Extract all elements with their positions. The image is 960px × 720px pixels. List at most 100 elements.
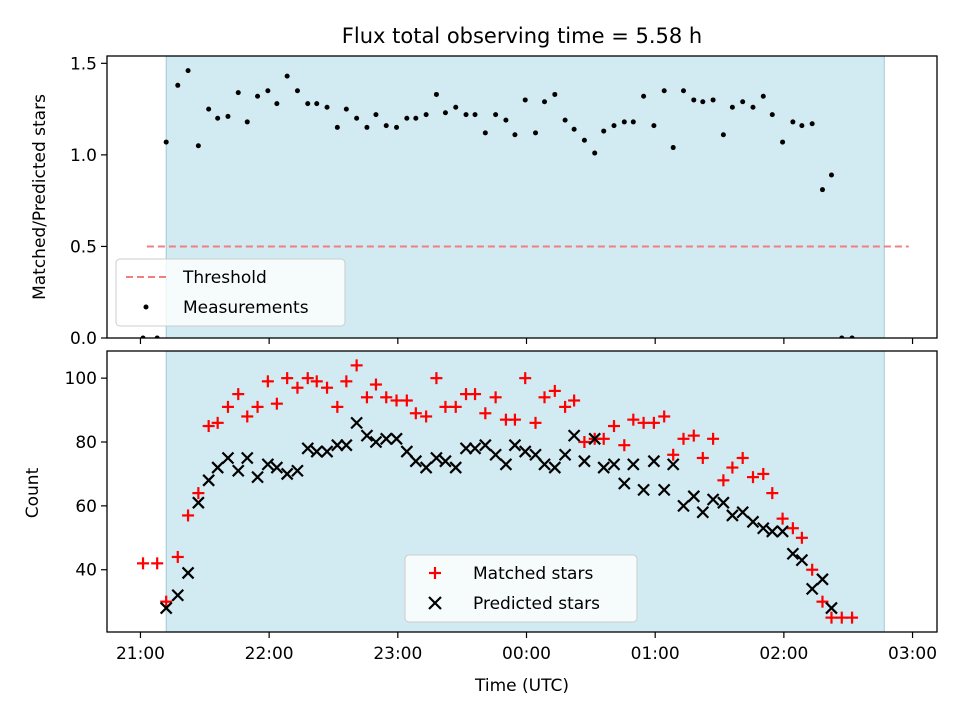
predicted-star-point bbox=[677, 499, 690, 513]
predicted-star-point bbox=[280, 467, 294, 481]
predicted-star-point-b bbox=[340, 438, 353, 452]
measurement-point bbox=[244, 119, 250, 125]
predicted-star-point-b bbox=[301, 442, 315, 455]
predicted-star-point-b bbox=[449, 461, 463, 474]
ratio-y-ticks: 0.0 0.5 1.0 1.5 bbox=[70, 54, 107, 349]
matched-star-point bbox=[786, 522, 799, 535]
predicted-star-point bbox=[529, 448, 542, 462]
measurement-point bbox=[404, 115, 410, 121]
count-y-ticks: 40 60 80 100 bbox=[65, 369, 107, 581]
predicted-star-point-b bbox=[627, 458, 640, 471]
matched-star-point bbox=[687, 429, 700, 442]
matched-star-point bbox=[439, 400, 452, 413]
measurement-point bbox=[334, 124, 340, 130]
matched-star-point bbox=[430, 372, 443, 385]
matched-star-point bbox=[766, 487, 779, 500]
measurement-point bbox=[710, 97, 716, 103]
ratio-panel: 0.0 0.5 1.0 1.5 Matched/Predicted stars Thr… bbox=[30, 54, 938, 349]
predicted-star-point-b bbox=[379, 432, 393, 446]
predicted-star-point bbox=[449, 461, 463, 474]
matched-star-point bbox=[160, 595, 173, 608]
matched-star-point bbox=[390, 394, 403, 407]
measurement-point bbox=[533, 130, 539, 136]
predicted-star-point-b bbox=[736, 505, 749, 519]
predicted-star-point-b bbox=[479, 438, 492, 452]
predicted-star-point-b bbox=[261, 458, 275, 471]
predicted-star-point bbox=[657, 483, 671, 497]
predicted-legend-label: Predicted stars bbox=[473, 594, 600, 614]
measurement-point bbox=[195, 143, 201, 149]
x-tick-label: 00:00 bbox=[502, 644, 551, 664]
predicted-star-point-b bbox=[280, 467, 294, 481]
x-tick-label: 02:00 bbox=[759, 644, 808, 664]
predicted-star-point-b bbox=[350, 416, 363, 430]
matched-star-point bbox=[647, 416, 660, 429]
matched-star-point bbox=[310, 375, 323, 388]
matched-star-point bbox=[667, 448, 680, 461]
matched-star-point bbox=[281, 372, 294, 385]
matched-star-point bbox=[835, 611, 848, 624]
matched-star-point bbox=[232, 388, 245, 401]
predicted-star-point bbox=[301, 442, 315, 455]
predicted-star-point bbox=[231, 464, 245, 478]
predicted-star-point-b bbox=[489, 448, 502, 462]
predicted-star-point-b bbox=[637, 483, 650, 497]
matched-star-point bbox=[548, 384, 561, 397]
matched-legend-label: Matched stars bbox=[473, 564, 593, 584]
measurement-point bbox=[729, 104, 735, 110]
measurement-point bbox=[373, 112, 379, 118]
predicted-star-point-b bbox=[409, 454, 423, 468]
matched-star-point bbox=[627, 413, 640, 426]
matched-star-point bbox=[369, 378, 382, 391]
x-tick-label: 23:00 bbox=[373, 644, 422, 664]
measurement-point bbox=[700, 99, 706, 105]
predicted-legend-swatch bbox=[428, 596, 442, 610]
predicted-star-point bbox=[597, 461, 610, 474]
measurement-point bbox=[163, 139, 169, 145]
predicted-star-point bbox=[558, 448, 572, 462]
matched-star-point bbox=[241, 410, 254, 423]
measurement-point bbox=[206, 106, 212, 112]
predicted-star-point bbox=[409, 454, 423, 468]
predicted-star-point bbox=[726, 509, 739, 522]
measurement-point bbox=[294, 88, 300, 94]
matched-star-point bbox=[846, 611, 859, 624]
predicted-star-point bbox=[202, 474, 215, 487]
measurement-point bbox=[641, 93, 647, 99]
measurement-point bbox=[185, 68, 191, 74]
predicted-star-point-b bbox=[618, 477, 631, 490]
predicted-star-point bbox=[508, 438, 522, 452]
predicted-star-point-b bbox=[588, 432, 601, 446]
measurement-point bbox=[799, 123, 805, 129]
predicted-star-point-b bbox=[430, 451, 443, 465]
matched-star-point bbox=[559, 400, 572, 413]
predicted-star-point-b bbox=[538, 458, 551, 471]
matched-star-point bbox=[400, 394, 413, 407]
matched-star-point bbox=[331, 400, 344, 413]
measurement-points bbox=[140, 68, 855, 338]
measurement-point bbox=[661, 88, 667, 94]
measurement-point bbox=[215, 115, 221, 121]
matched-star-point bbox=[806, 563, 819, 576]
predicted-star-point bbox=[795, 553, 809, 567]
measurement-point bbox=[828, 172, 834, 178]
matched-star-point bbox=[776, 512, 789, 525]
matched-star-point bbox=[251, 400, 264, 413]
predicted-star-point-b bbox=[657, 483, 671, 497]
predicted-star-point-b bbox=[159, 601, 173, 615]
predicted-star-point-b bbox=[181, 566, 195, 580]
count-legend-frame bbox=[404, 554, 638, 623]
predicted-star-point-b bbox=[578, 454, 591, 468]
predicted-star-point bbox=[171, 589, 185, 602]
ratio-axes-frame bbox=[106, 55, 938, 339]
measurement-point bbox=[790, 119, 796, 125]
measurement-point bbox=[809, 121, 815, 127]
predicted-star-point bbox=[637, 483, 650, 497]
measurement-point bbox=[571, 126, 577, 132]
predicted-star-point bbox=[468, 442, 482, 455]
predicted-star-point-b bbox=[231, 464, 245, 478]
measurement-point bbox=[364, 124, 370, 130]
predicted-star-point-b bbox=[518, 445, 532, 458]
predicted-star-point bbox=[548, 461, 562, 474]
predicted-star-point-b bbox=[291, 464, 304, 478]
